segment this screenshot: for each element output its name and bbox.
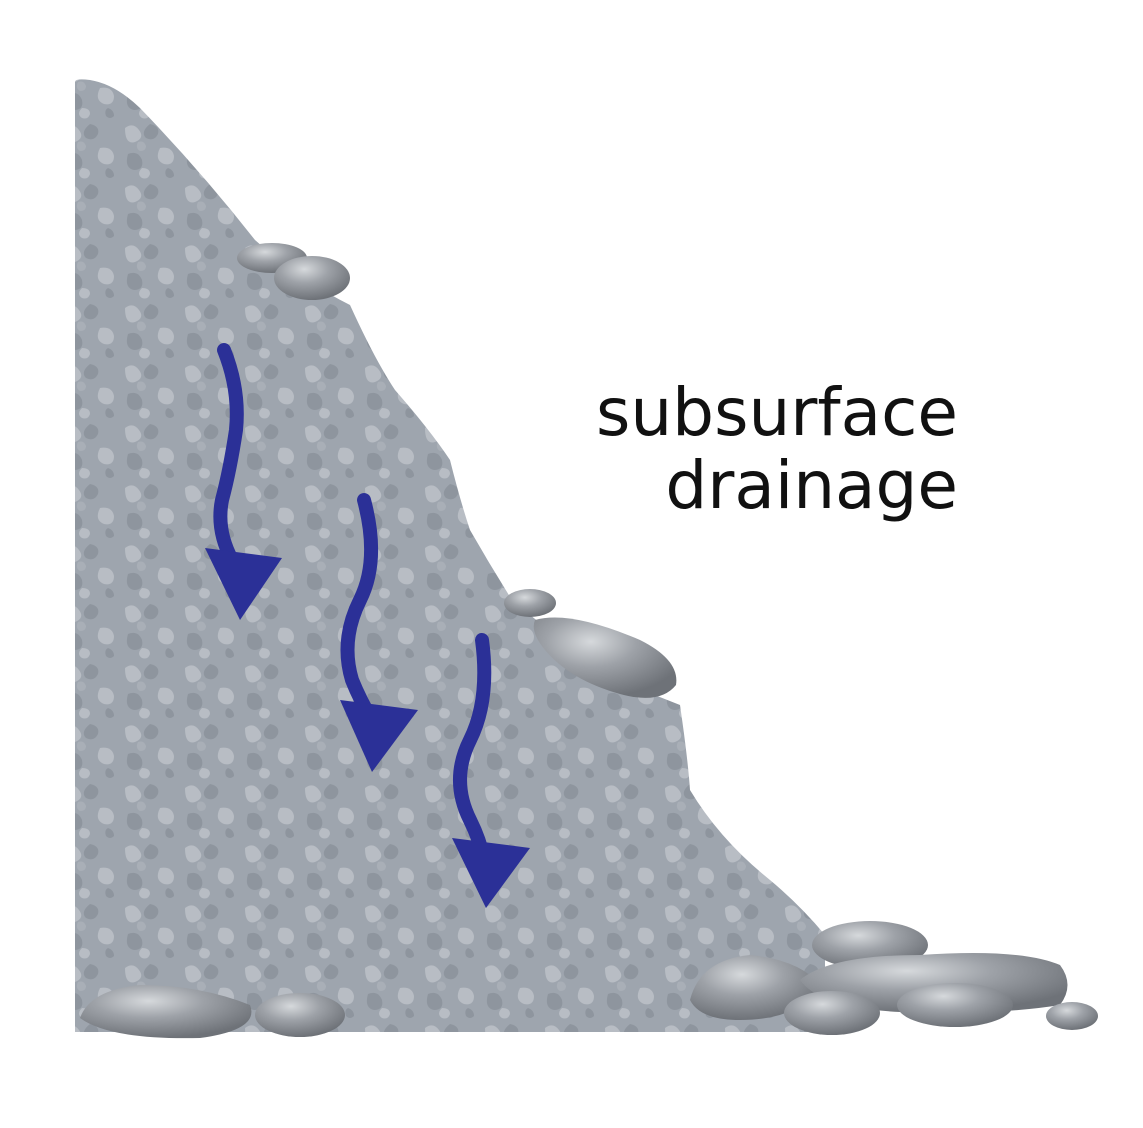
slope-body: [75, 79, 825, 1033]
bottom-right-rock-cluster: [690, 921, 1098, 1035]
label-line-1: subsurface: [596, 374, 958, 451]
drainage-arrow-1: [205, 343, 282, 620]
drainage-arrow-2: [340, 493, 418, 772]
arrow-head-2: [340, 700, 418, 772]
middle-rock-cluster: [504, 589, 677, 698]
drainage-arrows: [205, 343, 530, 908]
upper-rock-cluster: [237, 243, 350, 300]
label-line-2: drainage: [665, 447, 958, 524]
drainage-arrow-3: [452, 633, 530, 908]
arrow-head-3: [452, 838, 530, 908]
arrow-head-1: [205, 548, 282, 620]
bottom-left-rock-cluster: [80, 985, 345, 1039]
